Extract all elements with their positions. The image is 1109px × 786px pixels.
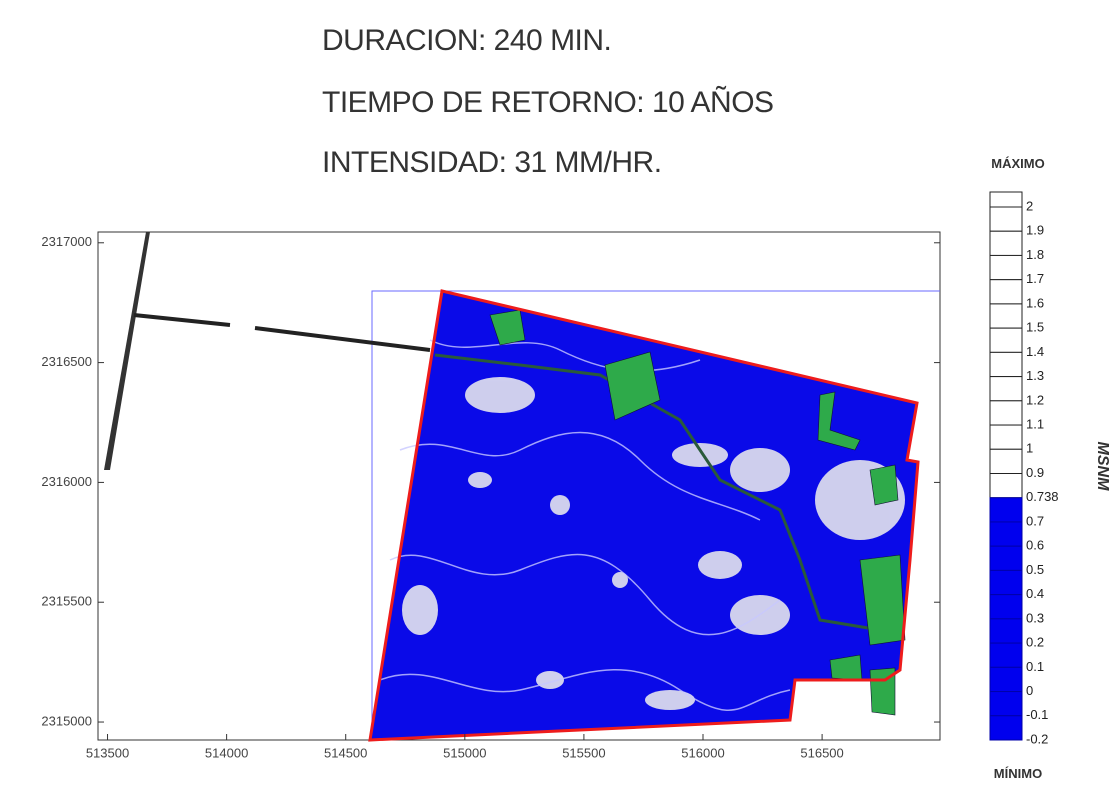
legend-cell (989, 206, 1023, 232)
legend-label: 0.9 (1026, 465, 1044, 480)
y-tick-label: 2316500 (41, 354, 92, 369)
legend-cell (989, 569, 1023, 596)
study-boundary (368, 289, 920, 742)
legend-label: 0.2 (1026, 635, 1044, 650)
legend-label: 0.3 (1026, 610, 1044, 625)
legend-label: 1.4 (1026, 344, 1044, 359)
legend-cell (989, 521, 1023, 547)
legend-cell (989, 327, 1023, 353)
legend-label: -0.2 (1026, 731, 1048, 746)
legend-label: 1 (1026, 441, 1033, 456)
legend-label: 1.6 (1026, 295, 1044, 310)
x-tick-label: 515500 (562, 745, 605, 760)
x-tick-label: 516000 (681, 745, 724, 760)
legend-cell (989, 473, 1023, 499)
legend-min: MÍNIMO (994, 766, 1042, 781)
legend-cell (989, 448, 1023, 475)
dry-zones (402, 377, 905, 710)
legend-label: 1.3 (1026, 368, 1044, 383)
y-tick-label: 2317000 (41, 234, 92, 249)
legend-cell (989, 545, 1023, 571)
legend-cell (989, 594, 1023, 620)
legend-label: 1.9 (1026, 223, 1044, 238)
legend-unit: MSNM (1094, 442, 1109, 492)
legend-label: 1.7 (1026, 271, 1044, 286)
legend-cell (989, 254, 1023, 281)
legend-cell (989, 715, 1023, 741)
legend-cell (989, 691, 1023, 717)
legend-label: 0.7 (1026, 513, 1044, 528)
legend-label: 1.5 (1026, 320, 1044, 335)
legend-label: 1.2 (1026, 392, 1044, 407)
y-tick-label: 2316000 (41, 474, 92, 489)
legend-label: -0.1 (1026, 707, 1048, 722)
legend-cell (989, 424, 1023, 450)
legend-cell (989, 376, 1023, 402)
legend-cell (989, 400, 1023, 426)
header-line: INTENSIDAD: 31 MM/HR. (322, 146, 662, 179)
legend-cell (989, 279, 1023, 305)
header-line: TIEMPO DE RETORNO: 10 AÑOS (322, 86, 774, 119)
header-line: DURACION: 240 MIN. (322, 24, 612, 57)
road (133, 313, 431, 352)
boundary-line (371, 290, 940, 740)
x-tick-label: 515000 (443, 745, 486, 760)
legend-label: 0 (1026, 683, 1033, 698)
green-areas (489, 309, 906, 716)
x-tick-label: 516500 (800, 745, 843, 760)
legend-cell (989, 497, 1023, 523)
legend-label: 0.738 (1026, 489, 1059, 504)
legend-label: 0.5 (1026, 562, 1044, 577)
legend-cell (989, 303, 1023, 329)
legend-cell (989, 230, 1023, 256)
legend-label: 1.1 (1026, 416, 1044, 431)
road (104, 232, 150, 470)
channel (434, 353, 881, 632)
x-tick-label: 514000 (205, 745, 248, 760)
x-tick-label: 514500 (324, 745, 367, 760)
y-tick-label: 2315000 (41, 713, 92, 728)
x-tick-label: 513500 (86, 745, 129, 760)
legend-cell (989, 351, 1023, 378)
plot-frame (97, 231, 941, 741)
legend-label: 0.4 (1026, 586, 1044, 601)
legend-cell (989, 618, 1023, 644)
legend-cell (989, 642, 1023, 668)
legend-label: 2 (1026, 198, 1033, 213)
legend-cell (989, 191, 1023, 208)
legend-label: 0.6 (1026, 538, 1044, 553)
y-tick-label: 2315500 (41, 594, 92, 609)
legend-max: MÁXIMO (991, 156, 1044, 171)
legend-label: 0.1 (1026, 659, 1044, 674)
legend-label: 1.8 (1026, 247, 1044, 262)
legend-cell (989, 666, 1023, 693)
